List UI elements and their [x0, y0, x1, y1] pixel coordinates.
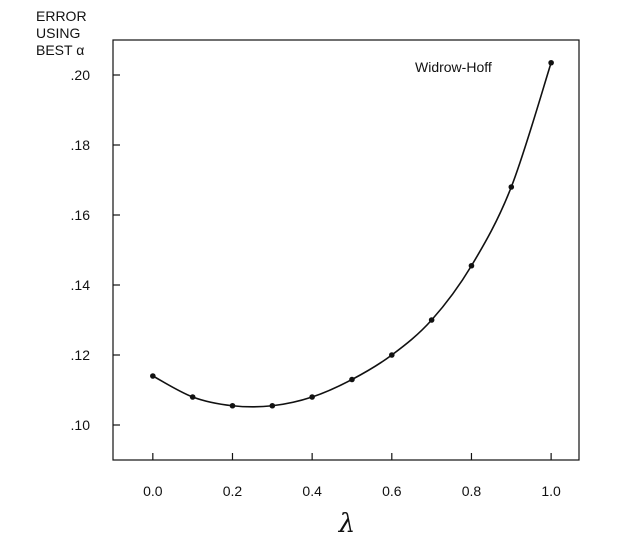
- data-point: [389, 352, 395, 358]
- x-tick-label: 0.8: [462, 483, 482, 499]
- data-point: [548, 59, 554, 66]
- x-tick-label: 1.0: [541, 483, 561, 499]
- y-axis-title-line-3: BEST α: [36, 42, 84, 58]
- data-point: [229, 402, 236, 409]
- y-tick-label: .12: [71, 347, 91, 363]
- x-tick-label: 0.0: [143, 483, 163, 499]
- data-point: [189, 394, 196, 400]
- data-point: [309, 394, 315, 400]
- x-axis-ticks: 0.0 0.2 0.4 0.6 0.8 1.0: [143, 453, 561, 499]
- data-point: [428, 317, 435, 323]
- data-point: [150, 373, 156, 379]
- data-point: [349, 376, 355, 383]
- y-axis-title-line-1: ERROR: [36, 8, 87, 24]
- x-axis-title: λ: [338, 509, 355, 539]
- x-tick-label: 0.2: [223, 483, 243, 499]
- data-point: [269, 402, 276, 409]
- series-line: [150, 59, 554, 409]
- widrow-hoff-annotation: Widrow-Hoff: [415, 59, 492, 75]
- series-path: [152, 62, 552, 408]
- y-tick-label: .10: [71, 417, 91, 433]
- y-tick-label: .20: [71, 67, 91, 83]
- y-tick-label: .14: [71, 277, 91, 293]
- x-tick-label: 0.6: [382, 483, 402, 499]
- y-tick-label: .18: [71, 137, 91, 153]
- x-tick-label: 0.4: [302, 483, 322, 499]
- y-axis-ticks: .10 .12 .14 .16 .18 .20: [71, 67, 120, 433]
- y-tick-label: .16: [71, 207, 91, 223]
- data-point: [468, 262, 475, 269]
- data-point: [508, 184, 515, 190]
- y-axis-title-line-2: USING: [36, 25, 80, 41]
- plot-frame: [112, 39, 580, 461]
